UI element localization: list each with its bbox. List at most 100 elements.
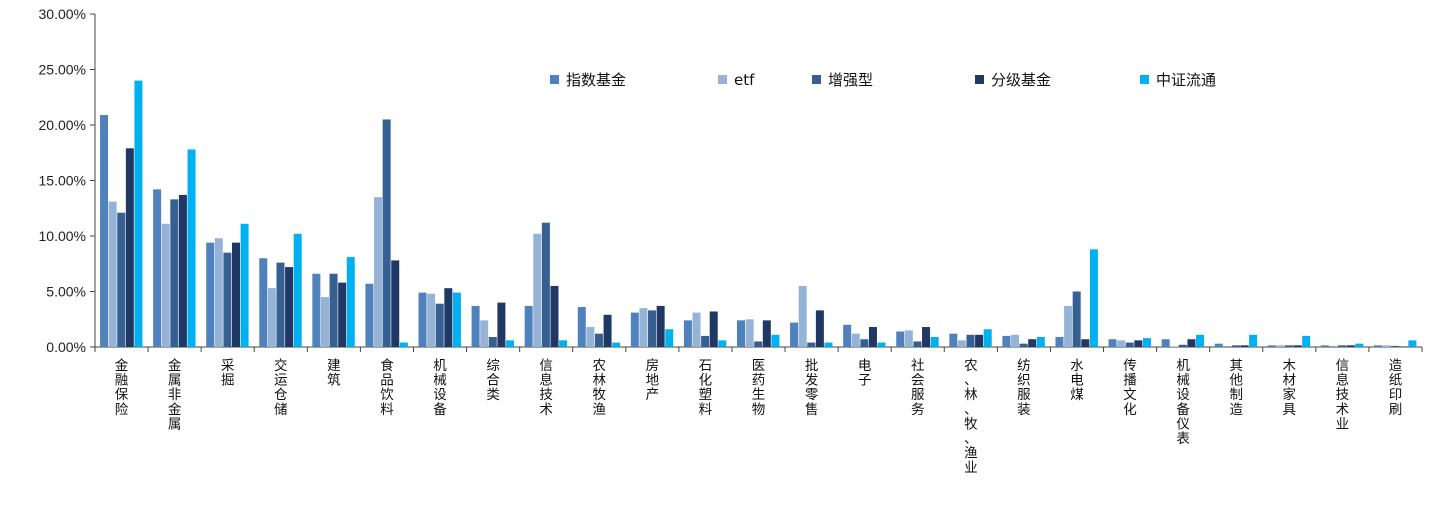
bar-5-1 xyxy=(134,80,143,347)
x-tick-label: 金融保险 xyxy=(115,358,129,418)
bar-4-16 xyxy=(922,327,931,347)
bar-4-5 xyxy=(338,282,347,347)
legend-swatch xyxy=(975,75,984,84)
bar-1-7 xyxy=(418,292,427,347)
x-tick-label: 传播文化 xyxy=(1123,358,1137,418)
bar-2-6 xyxy=(374,197,383,347)
x-tick-label: 食品饮料 xyxy=(380,357,394,418)
bar-5-20 xyxy=(1142,338,1151,347)
bar-2-13 xyxy=(745,319,754,347)
bar-4-22 xyxy=(1240,345,1249,347)
legend: 指数基金 etf 增强型 分级基金 中证流通 xyxy=(550,71,1216,89)
bar-2-12 xyxy=(692,312,701,347)
bar-1-14 xyxy=(790,322,799,347)
bar-1-22 xyxy=(1214,343,1223,347)
bar-2-19 xyxy=(1064,305,1073,347)
bar-5-14 xyxy=(824,342,833,347)
x-tick-label: 房地产 xyxy=(646,358,660,403)
bar-4-12 xyxy=(709,311,718,347)
x-tick-label: 石化塑料 xyxy=(699,358,713,418)
bar-5-15 xyxy=(877,342,886,347)
bar-3-24 xyxy=(1338,345,1347,347)
bar-1-23 xyxy=(1267,345,1276,347)
bar-1-5 xyxy=(312,273,321,347)
bar-1-1 xyxy=(100,115,109,347)
bar-1-3 xyxy=(206,242,215,347)
bar-4-11 xyxy=(656,305,665,347)
bar-2-25 xyxy=(1382,345,1391,347)
x-tick-label: 信息技术 xyxy=(539,358,553,418)
bar-5-5 xyxy=(346,257,355,347)
bar-3-21 xyxy=(1178,344,1187,347)
x-tick-label: 综合类 xyxy=(486,358,500,403)
bar-5-18 xyxy=(1036,337,1045,347)
bar-3-22 xyxy=(1231,345,1240,347)
x-tick-label: 采掘 xyxy=(221,358,235,389)
bar-1-2 xyxy=(153,189,162,347)
bar-1-24 xyxy=(1320,345,1329,347)
bar-1-21 xyxy=(1161,339,1170,347)
bar-2-16 xyxy=(904,330,913,347)
bar-4-20 xyxy=(1134,340,1143,347)
bar-3-17 xyxy=(966,334,975,347)
bar-1-11 xyxy=(630,312,639,347)
legend-swatch xyxy=(718,75,727,84)
x-tick-label: 木材家具 xyxy=(1283,358,1297,418)
bar-2-20 xyxy=(1117,340,1126,347)
y-tick-label: 10.00% xyxy=(39,228,86,244)
bar-3-18 xyxy=(1019,343,1028,347)
bar-5-4 xyxy=(293,233,302,347)
bar-4-4 xyxy=(285,267,294,347)
bar-4-8 xyxy=(497,302,506,347)
bar-3-25 xyxy=(1391,345,1400,347)
legend-label: 中证流通 xyxy=(1156,71,1216,89)
bar-3-1 xyxy=(117,212,126,347)
bar-2-7 xyxy=(427,293,436,347)
y-tick-label: 0.00% xyxy=(46,339,86,355)
legend-swatch xyxy=(812,75,821,84)
bar-2-4 xyxy=(267,288,276,347)
bar-4-19 xyxy=(1081,339,1090,347)
bar-5-22 xyxy=(1249,334,1258,347)
bar-5-13 xyxy=(771,334,780,347)
bar-4-23 xyxy=(1293,345,1302,347)
bar-4-17 xyxy=(975,334,984,347)
bar-2-11 xyxy=(639,308,648,347)
bar-1-9 xyxy=(524,305,533,347)
bar-2-17 xyxy=(957,340,966,347)
bar-2-23 xyxy=(1276,345,1285,347)
bar-4-18 xyxy=(1028,339,1037,347)
bar-1-4 xyxy=(259,258,268,347)
bar-4-10 xyxy=(603,314,612,347)
x-tick-label: 机械设备仪表 xyxy=(1176,358,1190,447)
legend-label: 指数基金 xyxy=(566,71,626,89)
bar-4-2 xyxy=(178,194,187,347)
bar-2-8 xyxy=(480,320,489,347)
bar-5-25 xyxy=(1408,340,1417,347)
bar-4-24 xyxy=(1346,345,1355,347)
bar-4-13 xyxy=(762,320,771,347)
bar-1-12 xyxy=(683,320,692,347)
bar-5-2 xyxy=(187,149,196,347)
x-tick-label: 纺织服装 xyxy=(1017,358,1031,418)
bar-3-15 xyxy=(860,339,869,347)
bar-1-17 xyxy=(949,333,958,347)
bar-5-10 xyxy=(612,342,621,347)
bar-4-15 xyxy=(868,327,877,347)
y-tick-label: 30.00% xyxy=(39,6,86,22)
x-tick-labels: 金融保险 金属非金属 采掘 交运仓储 建筑 食品饮料 机械设备 综合类 信息技术 农林牧渔 房地产 石… xyxy=(115,357,1403,476)
y-tick-label: 25.00% xyxy=(39,62,86,78)
bar-3-6 xyxy=(382,119,391,347)
bar-5-17 xyxy=(983,329,992,347)
bar-2-10 xyxy=(586,327,595,347)
bar-1-15 xyxy=(843,324,852,347)
bar-5-8 xyxy=(506,340,514,347)
bar-3-16 xyxy=(913,341,922,347)
x-tick-label: 造纸印刷 xyxy=(1389,358,1403,418)
bar-1-18 xyxy=(1002,335,1011,347)
bar-5-12 xyxy=(718,340,727,347)
bar-1-8 xyxy=(471,305,480,347)
legend-swatch xyxy=(550,75,559,84)
x-tick-label: 社会服务 xyxy=(911,358,925,418)
